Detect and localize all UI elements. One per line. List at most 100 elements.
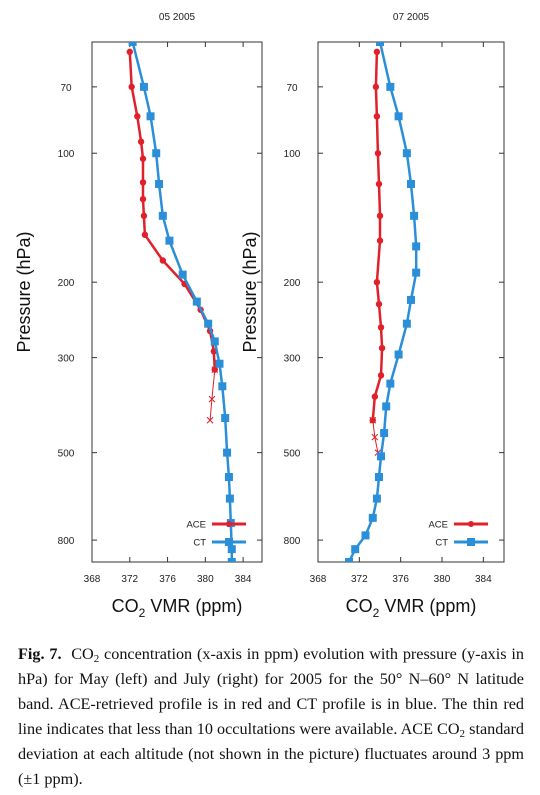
data-point-ace bbox=[377, 324, 385, 331]
data-point-ct bbox=[225, 494, 234, 503]
x-tick-label: 368 bbox=[84, 574, 101, 585]
series-line-ace bbox=[371, 51, 384, 421]
y-tick-label: 500 bbox=[58, 449, 75, 460]
data-point-ct bbox=[218, 382, 227, 391]
data-point-ace bbox=[373, 113, 381, 120]
legend-label-ct: CT bbox=[435, 538, 448, 549]
data-point-ct bbox=[128, 42, 137, 46]
figure: 05 2005 368 372 376 380 384 70 100 200 300 500 800 P… bbox=[14, 12, 505, 620]
chart-panel-1: 05 2005 368 372 376 380 384 70 100 200 300 500 800 P… bbox=[14, 12, 263, 620]
data-point-ace-thin bbox=[371, 433, 379, 441]
y-tick-label: 800 bbox=[58, 536, 75, 547]
data-point-ct bbox=[402, 149, 411, 158]
x-tick-label: 380 bbox=[197, 574, 214, 585]
y-tick-label: 300 bbox=[284, 354, 301, 365]
legend-label-ct: CT bbox=[193, 538, 206, 549]
caption-sub-1: 2 bbox=[93, 653, 100, 665]
x-tick-label: 380 bbox=[434, 574, 451, 585]
data-point-ct bbox=[412, 242, 421, 251]
y-tick-label: 100 bbox=[58, 149, 75, 160]
y-tick-label: 500 bbox=[284, 449, 301, 460]
data-point-ace bbox=[128, 83, 135, 91]
x-axis-label-main: CO bbox=[346, 596, 373, 616]
data-point-ace bbox=[139, 195, 147, 203]
data-point-ct bbox=[227, 545, 236, 554]
data-layer bbox=[345, 42, 421, 562]
data-point-ace bbox=[374, 150, 382, 157]
data-point-ace bbox=[137, 138, 145, 145]
caption-sub-2: 2 bbox=[459, 728, 466, 740]
legend-marker-ct bbox=[467, 538, 475, 546]
caption-text-2: concentration (x-axis in ppm) evolution … bbox=[18, 645, 524, 738]
y-tick-label: 200 bbox=[58, 278, 75, 289]
x-axis-label-unit: VMR (ppm) bbox=[379, 596, 476, 616]
y-axis-label: Pressure (hPa) bbox=[14, 231, 34, 352]
x-axis-label: CO2 VMR (ppm) bbox=[112, 596, 243, 620]
data-point-ct bbox=[146, 112, 155, 121]
data-point-ct bbox=[215, 359, 224, 368]
data-point-ace bbox=[140, 212, 148, 220]
legend-marker-ct bbox=[225, 538, 233, 546]
x-tick-label: 372 bbox=[351, 574, 368, 585]
data-point-ct bbox=[351, 545, 360, 554]
data-point-ct bbox=[412, 268, 421, 277]
data-point-ace bbox=[373, 48, 381, 56]
x-tick-label: 376 bbox=[392, 574, 409, 585]
data-point-ct bbox=[204, 319, 213, 328]
y-tick-label: 800 bbox=[284, 536, 301, 547]
data-point-ace bbox=[134, 113, 141, 120]
data-point-ace bbox=[139, 179, 147, 186]
data-point-ct bbox=[407, 180, 415, 189]
data-point-ct bbox=[345, 558, 353, 562]
data-point-ace-thin bbox=[206, 416, 214, 424]
y-tick-label: 200 bbox=[284, 278, 301, 289]
caption-text-3: standard deviation at each altitude (not… bbox=[18, 720, 524, 788]
data-point-ace bbox=[159, 257, 167, 264]
figure-caption: Fig. 7. CO2 concentration (x-axis in ppm… bbox=[18, 642, 524, 792]
data-point-ace-thin bbox=[208, 395, 216, 403]
chart-panel-2: 07 2005 368 372 376 380 384 70 100 200 300 500 800 P… bbox=[240, 12, 505, 620]
x-axis-label: CO2 VMR (ppm) bbox=[346, 596, 477, 620]
x-axis-label-main: CO bbox=[112, 596, 139, 616]
data-layer bbox=[126, 42, 236, 562]
data-point-ace bbox=[126, 48, 133, 56]
data-point-ct bbox=[155, 180, 164, 189]
data-point-ct bbox=[402, 319, 411, 328]
data-point-ace bbox=[373, 278, 381, 286]
data-point-ace-thin bbox=[369, 416, 377, 424]
data-point-ct bbox=[374, 473, 383, 482]
data-point-ct bbox=[165, 236, 174, 245]
data-point-ct bbox=[224, 473, 233, 482]
data-point-ct bbox=[210, 337, 219, 346]
caption-text-1: CO bbox=[71, 645, 94, 663]
x-tick-label: 368 bbox=[310, 574, 327, 585]
data-point-ace bbox=[375, 300, 383, 308]
x-axis-label-subscript: 2 bbox=[373, 606, 380, 620]
data-point-ace bbox=[376, 212, 384, 220]
data-point-ace bbox=[139, 155, 147, 162]
legend-label-ace: ACE bbox=[186, 520, 206, 531]
x-tick-label: 384 bbox=[475, 574, 492, 585]
plot-frame bbox=[91, 41, 263, 563]
legend-marker-ace bbox=[226, 521, 232, 527]
caption-label: Fig. 7. bbox=[18, 645, 62, 663]
data-point-ace bbox=[375, 180, 383, 188]
data-point-ct bbox=[394, 350, 403, 359]
data-point-ct bbox=[361, 531, 370, 540]
data-point-ct bbox=[410, 211, 419, 220]
data-point-ct bbox=[158, 211, 167, 220]
x-tick-label: 376 bbox=[159, 574, 176, 585]
series-line-ace-thin bbox=[209, 369, 216, 421]
data-point-ct bbox=[178, 270, 187, 279]
data-point-ace bbox=[378, 344, 386, 352]
chart-title: 05 2005 bbox=[159, 12, 196, 23]
co2-profile-charts: 05 2005 368 372 376 380 384 70 100 200 300 500 800 P… bbox=[14, 12, 505, 620]
data-point-ct bbox=[380, 429, 389, 438]
data-point-ct bbox=[368, 513, 377, 522]
legend-label-ace: ACE bbox=[428, 520, 448, 531]
data-point-ct bbox=[152, 149, 161, 158]
data-point-ct bbox=[192, 297, 201, 306]
data-point-ct bbox=[407, 295, 415, 304]
data-point-ct bbox=[376, 42, 384, 46]
legend-marker-ace bbox=[468, 521, 474, 527]
